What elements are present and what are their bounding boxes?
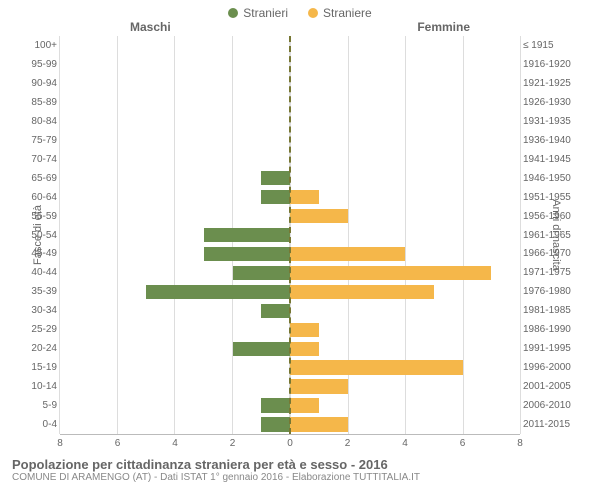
- birth-label: ≤ 1915: [523, 36, 575, 55]
- age-label: 55-59: [25, 207, 57, 226]
- birth-label: 2001-2005: [523, 377, 575, 396]
- swatch-female: [308, 8, 318, 18]
- birth-label: 1991-1995: [523, 339, 575, 358]
- bar-female: [290, 398, 319, 412]
- bar-male: [261, 398, 290, 412]
- birth-label: 1951-1955: [523, 188, 575, 207]
- y-labels-birth: ≤ 19151916-19201921-19251926-19301931-19…: [523, 36, 575, 434]
- age-label: 80-84: [25, 112, 57, 131]
- chart: Fasce di età Anni di nascita 100+95-9990…: [0, 36, 600, 434]
- birth-label: 1971-1975: [523, 263, 575, 282]
- bar-female: [290, 379, 348, 393]
- x-tick: 0: [287, 438, 293, 449]
- age-label: 5-9: [25, 396, 57, 415]
- birth-label: 1966-1970: [523, 244, 575, 263]
- age-label: 15-19: [25, 358, 57, 377]
- center-line: [289, 36, 291, 434]
- bar-male: [204, 247, 290, 261]
- bar-male: [261, 304, 290, 318]
- bar-female: [290, 190, 319, 204]
- age-label: 85-89: [25, 93, 57, 112]
- chart-title: Popolazione per cittadinanza straniera p…: [12, 457, 588, 472]
- x-tick: 6: [460, 438, 466, 449]
- plot-area: [60, 36, 520, 434]
- legend: Stranieri Straniere: [0, 0, 600, 20]
- bar-female: [290, 247, 405, 261]
- birth-label: 2011-2015: [523, 415, 575, 434]
- age-label: 95-99: [25, 55, 57, 74]
- birth-label: 1996-2000: [523, 358, 575, 377]
- x-tick: 2: [230, 438, 236, 449]
- age-label: 60-64: [25, 188, 57, 207]
- column-headers: Maschi Femmine: [0, 20, 600, 36]
- birth-label: 1931-1935: [523, 112, 575, 131]
- age-label: 20-24: [25, 339, 57, 358]
- footer: Popolazione per cittadinanza straniera p…: [0, 453, 600, 483]
- bar-female: [290, 417, 348, 431]
- birth-label: 1936-1940: [523, 131, 575, 150]
- x-tick: 4: [402, 438, 408, 449]
- grid-line: [520, 36, 521, 434]
- age-label: 30-34: [25, 301, 57, 320]
- bar-female: [290, 323, 319, 337]
- age-label: 10-14: [25, 377, 57, 396]
- birth-label: 1941-1945: [523, 150, 575, 169]
- bar-female: [290, 209, 348, 223]
- birth-label: 1916-1920: [523, 55, 575, 74]
- x-axis: 8 6 4 2 0 2 4 6 8: [60, 434, 520, 453]
- bar-male: [261, 417, 290, 431]
- x-tick: 8: [57, 438, 63, 449]
- age-label: 75-79: [25, 131, 57, 150]
- birth-label: 1956-1960: [523, 207, 575, 226]
- x-tick: 4: [172, 438, 178, 449]
- bar-female: [290, 285, 434, 299]
- birth-label: 1926-1930: [523, 93, 575, 112]
- birth-label: 1921-1925: [523, 74, 575, 93]
- bar-male: [233, 266, 291, 280]
- x-tick: 2: [345, 438, 351, 449]
- header-female: Femmine: [417, 20, 470, 34]
- age-label: 70-74: [25, 150, 57, 169]
- birth-label: 1961-1965: [523, 226, 575, 245]
- birth-label: 1976-1980: [523, 282, 575, 301]
- legend-label-female: Straniere: [323, 6, 372, 20]
- birth-label: 1986-1990: [523, 320, 575, 339]
- age-label: 0-4: [25, 415, 57, 434]
- x-tick: 6: [115, 438, 121, 449]
- age-label: 40-44: [25, 263, 57, 282]
- y-labels-age: 100+95-9990-9485-8980-8475-7970-7465-696…: [25, 36, 57, 434]
- chart-subtitle: COMUNE DI ARAMENGO (AT) - Dati ISTAT 1° …: [12, 472, 588, 483]
- x-tick: 8: [517, 438, 523, 449]
- swatch-male: [228, 8, 238, 18]
- header-male: Maschi: [130, 20, 171, 34]
- birth-label: 1946-1950: [523, 169, 575, 188]
- bar-male: [233, 342, 291, 356]
- age-label: 65-69: [25, 169, 57, 188]
- bar-male: [261, 190, 290, 204]
- age-label: 50-54: [25, 226, 57, 245]
- bar-female: [290, 360, 463, 374]
- age-label: 100+: [25, 36, 57, 55]
- bar-male: [204, 228, 290, 242]
- legend-item-male: Stranieri: [228, 6, 288, 20]
- age-label: 90-94: [25, 74, 57, 93]
- legend-item-female: Straniere: [308, 6, 372, 20]
- age-label: 45-49: [25, 244, 57, 263]
- age-label: 35-39: [25, 282, 57, 301]
- bar-female: [290, 342, 319, 356]
- legend-label-male: Stranieri: [243, 6, 288, 20]
- age-label: 25-29: [25, 320, 57, 339]
- bar-male: [146, 285, 290, 299]
- birth-label: 2006-2010: [523, 396, 575, 415]
- bar-female: [290, 266, 491, 280]
- birth-label: 1981-1985: [523, 301, 575, 320]
- bar-male: [261, 171, 290, 185]
